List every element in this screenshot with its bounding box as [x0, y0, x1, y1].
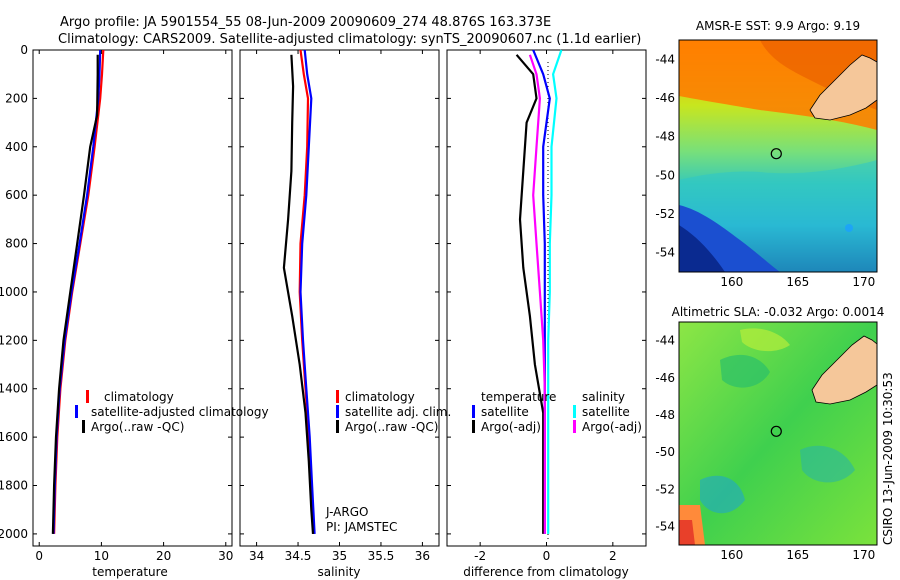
salinity-xlabel: salinity — [317, 565, 360, 579]
salinity-plot-frame — [239, 49, 440, 547]
difference-legend-left: temperature satellite Argo(-adj) — [472, 390, 556, 434]
y-tick-label: 800 — [5, 237, 28, 251]
x-tick-label: -2 — [474, 549, 486, 563]
sla-map-frame — [678, 321, 878, 546]
x-tick-label: 35.5 — [368, 549, 395, 563]
y-tick-label: 0 — [20, 43, 28, 57]
argo-location-marker — [770, 148, 782, 160]
map-y-tick-label: -50 — [655, 445, 675, 459]
header-line-2: Climatology: CARS2009. Satellite-adjuste… — [58, 32, 641, 47]
land-south-island — [811, 335, 877, 405]
map-y-tick-label: -54 — [655, 519, 675, 533]
difference-xlabel: difference from climatology — [463, 565, 629, 579]
map-y-tick-label: -48 — [655, 408, 675, 422]
x-tick-label: 0 — [35, 549, 43, 563]
legend-item: satellite adj. clim. — [345, 405, 451, 419]
x-tick-label: 34 — [249, 549, 264, 563]
x-tick-label: 20 — [156, 549, 171, 563]
legend-swatch-temp-argo — [472, 420, 475, 433]
y-tick-label: 2000 — [0, 527, 28, 541]
legend-item: satellite — [481, 405, 529, 419]
sst-map-frame — [678, 39, 878, 273]
y-tick-label: 1400 — [0, 382, 28, 396]
legend-item: satellite — [582, 405, 630, 419]
y-tick-label: 1000 — [0, 285, 28, 299]
legend-item: Argo(-adj) — [481, 420, 541, 434]
series-line-argo-raw-qc — [282, 54, 315, 534]
sst-map-title: AMSR-E SST: 9.9 Argo: 9.19 — [696, 19, 860, 33]
y-tick-label: 600 — [5, 188, 28, 202]
legend-item: Argo(-adj) — [582, 420, 642, 434]
y-tick-label: 1800 — [0, 479, 28, 493]
map-y-tick-label: -52 — [655, 207, 675, 221]
map-y-tick-label: -48 — [655, 130, 675, 144]
x-tick-label: 35 — [332, 549, 347, 563]
map-x-tick-label: 170 — [852, 275, 875, 289]
legend-swatch-sal-argo — [573, 420, 576, 433]
series-line-temperature-argo-adj — [515, 54, 545, 534]
temperature-plot-frame — [32, 49, 233, 547]
map-x-tick-label: 165 — [786, 548, 809, 562]
map-y-tick-label: -46 — [655, 371, 675, 385]
land-south-island — [809, 54, 877, 121]
temperature-xlabel: temperature — [92, 565, 167, 579]
sst-map-image — [679, 40, 877, 272]
x-tick-label: 34.5 — [285, 549, 312, 563]
map-x-tick-label: 170 — [852, 548, 875, 562]
y-tick-label: 200 — [5, 91, 28, 105]
map-y-tick-label: -54 — [655, 246, 675, 260]
legend-swatch-argo — [336, 420, 339, 433]
y-tick-label: 400 — [5, 140, 28, 154]
credit-timestamp: CSIRO 13-Jun-2009 10:30:53 — [881, 372, 895, 545]
tick-layer: 0 10 20 30020040060080010001200140016001800… — [0, 43, 875, 563]
legend-item: salinity — [582, 390, 625, 404]
temperature-legend: climatology satellite-adjusted climatolo… — [75, 390, 269, 434]
legend-item: temperature — [481, 390, 556, 404]
y-tick-label: 1200 — [0, 333, 28, 347]
series-line-salinity-argo-adj — [528, 54, 546, 534]
legend-swatch-climatology — [336, 390, 339, 403]
x-tick-label: 30 — [218, 549, 233, 563]
map-y-tick-label: -46 — [655, 91, 675, 105]
header-line-1: Argo profile: JA 5901554_55 08-Jun-2009 … — [60, 15, 551, 30]
map-y-tick-label: -52 — [655, 482, 675, 496]
legend-item: climatology — [345, 390, 415, 404]
series-line-salinity-satellite — [547, 49, 563, 534]
legend-swatch-satellite — [75, 405, 78, 418]
program-annotation: J-ARGO — [325, 505, 368, 519]
legend-item: Argo(..raw -QC) — [345, 420, 438, 434]
legend-swatch-satellite — [336, 405, 339, 418]
map-y-tick-label: -50 — [655, 168, 675, 182]
argo-location-marker — [770, 425, 782, 437]
series-layer — [51, 49, 563, 534]
x-tick-label: 0 — [543, 549, 551, 563]
series-line-argo-raw-qc — [51, 54, 99, 534]
pi-annotation: PI: JAMSTEC — [326, 520, 397, 534]
difference-plot-frame — [446, 49, 647, 547]
map-y-tick-label: -44 — [655, 334, 675, 348]
map-x-tick-label: 160 — [720, 548, 743, 562]
map-x-tick-label: 165 — [786, 275, 809, 289]
series-line-satellite-adj-clim — [299, 49, 316, 534]
legend-item: Argo(..raw -QC) — [91, 420, 184, 434]
legend-swatch-climatology — [86, 390, 89, 403]
x-tick-label: 2 — [609, 549, 617, 563]
legend-item: satellite-adjusted climatology — [91, 405, 269, 419]
sla-map-title: Altimetric SLA: -0.032 Argo: 0.0014 — [672, 305, 885, 319]
x-tick-label: 36 — [415, 549, 430, 563]
map-x-tick-label: 160 — [720, 275, 743, 289]
legend-swatch-argo — [82, 420, 85, 433]
y-tick-label: 1600 — [0, 430, 28, 444]
map-y-tick-label: -44 — [655, 52, 675, 66]
sla-map-image — [679, 322, 877, 545]
legend-swatch-temp-satellite — [472, 405, 475, 418]
x-tick-label: 10 — [94, 549, 109, 563]
legend-item: climatology — [104, 390, 174, 404]
difference-legend-right: salinity satellite Argo(-adj) — [573, 390, 642, 434]
salinity-legend: climatology satellite adj. clim. Argo(..… — [336, 390, 451, 434]
legend-swatch-sal-satellite — [573, 405, 576, 418]
